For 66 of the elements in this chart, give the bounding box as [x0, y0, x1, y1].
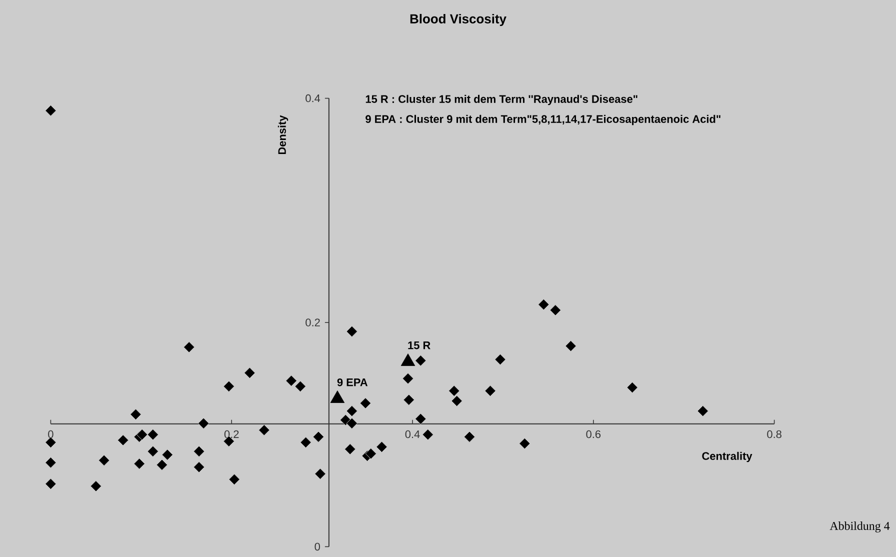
point [376, 441, 388, 453]
text: Abbildung 4 [830, 522, 890, 532]
x-tick-label: 0.8 [767, 430, 782, 438]
point [494, 354, 506, 366]
x-tick-label: 0.2 [224, 430, 239, 438]
point [314, 468, 326, 480]
point [422, 428, 434, 440]
x-tick-label: 0 [48, 430, 54, 438]
point [403, 394, 415, 406]
annotation: 15 R [408, 342, 430, 350]
annotation: 9 EPA : Cluster 9 mit dem Term"5,8,11,14,17-Eicosapentaenoic Acid" [366, 114, 720, 126]
point [346, 418, 358, 429]
point [312, 431, 324, 442]
point [117, 434, 129, 446]
point [294, 380, 306, 392]
point [286, 375, 297, 386]
point [45, 478, 56, 490]
point [130, 408, 142, 420]
x-axis-title: Centrality [702, 452, 752, 462]
point [451, 395, 462, 407]
point [193, 446, 205, 458]
y-tick-label: 0.2 [306, 318, 320, 326]
point [45, 436, 56, 448]
y-axis-title: Density [278, 115, 288, 154]
point [244, 367, 256, 379]
point [346, 405, 358, 417]
point [360, 398, 372, 409]
point [136, 428, 148, 440]
point [228, 474, 240, 486]
point [415, 413, 426, 425]
point [90, 480, 102, 492]
point [183, 342, 195, 353]
x-tick-label: 0.4 [405, 430, 420, 438]
point [198, 418, 210, 429]
point [519, 438, 530, 450]
point [156, 459, 168, 470]
point [415, 354, 426, 366]
point [193, 461, 205, 473]
point [45, 456, 56, 468]
annotation: 15 R : Cluster 15 mit dem Term ''Raynaud's Disease" [366, 94, 638, 106]
point [346, 326, 358, 338]
point [365, 448, 377, 460]
point [550, 304, 562, 316]
point [45, 104, 56, 116]
point [697, 405, 708, 417]
point [448, 385, 460, 396]
point [98, 454, 110, 466]
point [464, 431, 476, 442]
y-tick-label: 0.4 [306, 94, 320, 102]
point [538, 298, 550, 310]
point [300, 436, 312, 448]
chart-title: Blood Viscosity [410, 14, 506, 26]
point [565, 340, 576, 352]
point [344, 444, 356, 455]
point [258, 424, 270, 436]
annotation: 9 EPA [337, 378, 368, 386]
point [147, 446, 159, 458]
point [147, 428, 159, 440]
point [402, 372, 414, 384]
x-tick-label: 0.6 [586, 430, 601, 438]
point [223, 380, 235, 392]
point [134, 458, 145, 470]
point [626, 382, 638, 394]
point [484, 385, 496, 396]
point [162, 449, 174, 460]
y-tick-label: 0 [314, 542, 320, 551]
